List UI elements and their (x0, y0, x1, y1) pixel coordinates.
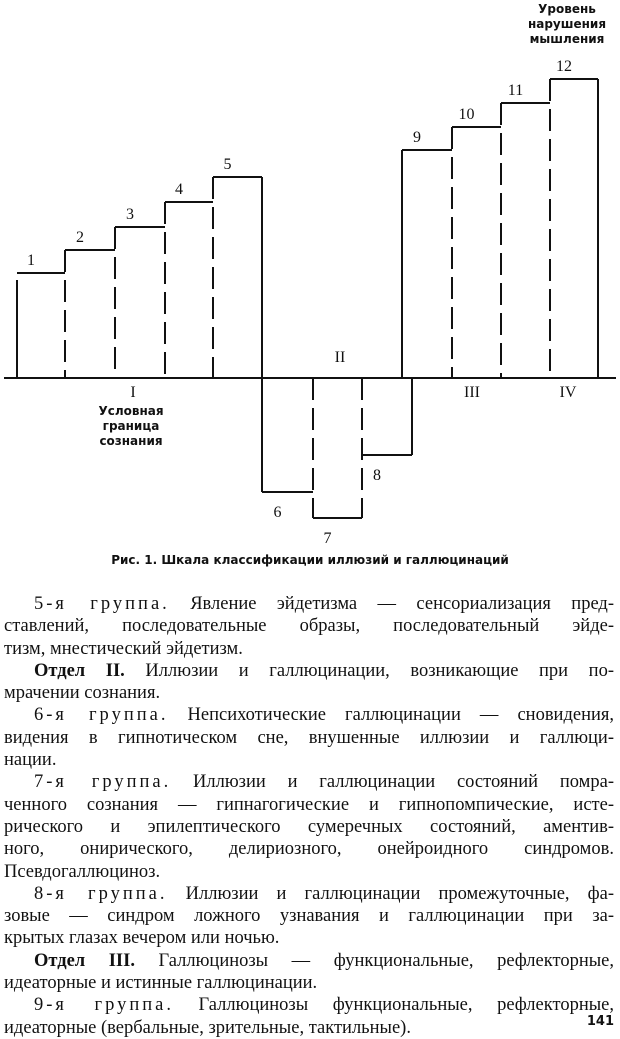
text-line-content: зовые — синдром ложного узнавания и галл… (4, 906, 614, 927)
section-label-ii: II (335, 349, 346, 366)
section-label-i: I (130, 384, 135, 401)
step-label-10: 10 (459, 106, 475, 123)
text-line-content: Иллюзии и галлюцинации, возникающие при … (145, 660, 614, 681)
text-line: 9-я группа. Галлюцинозы функциональные, … (4, 994, 614, 1016)
text-line: тизм, мнестический эйдетизм. (4, 638, 614, 660)
text-line-content: идеаторные (вербальные, зрительные, такт… (4, 1017, 411, 1038)
axis-label-thinking-disorder: нарушения (528, 17, 606, 31)
text-line-content: Иллюзии и галлюцинации промежуточные, фа… (185, 883, 614, 904)
text-line-content: мрачении сознания. (4, 683, 161, 704)
text-line: 8-я группа. Иллюзии и галлюцинации проме… (4, 883, 614, 905)
text-line: ного, онирического, делириозного, онейро… (4, 838, 614, 860)
body-text: 5-я группа. Явление эйдетизма — сенсориа… (4, 593, 614, 1039)
text-line-content: Галлюцинозы функциональные, рефлекторные… (198, 995, 614, 1016)
text-line: мрачении сознания. (4, 682, 614, 704)
axis-label-thinking-disorder: Уровень (538, 2, 596, 16)
text-line-content: крытых глазах вечером или ночью. (4, 928, 280, 949)
text-line-content: идеаторные и истинные галлюцинации. (4, 973, 318, 994)
step-label-6: 6 (274, 504, 282, 521)
text-line-content: Явление эйдетизма — сенсориализация пред… (190, 594, 614, 614)
figure-caption: Рис. 1. Шкала классификации иллюзий и га… (111, 553, 509, 567)
text-line: Отдел II. Иллюзии и галлюцинации, возник… (4, 660, 614, 682)
text-line: рического и эпилептического сумеречных с… (4, 816, 614, 838)
boundary-label: граница (103, 419, 160, 433)
text-line: ченного сознания — гипнагогические и гип… (4, 794, 614, 816)
paragraph-lead: 7-я группа. (34, 772, 172, 793)
step-label-5: 5 (224, 156, 232, 173)
step-label-11: 11 (508, 82, 523, 99)
text-line-content: ного, онирического, делириозного, онейро… (4, 839, 614, 860)
step-label-1: 1 (27, 252, 35, 269)
step-label-4: 4 (175, 181, 183, 198)
text-line: 6-я группа. Непсихотические галлюцинации… (4, 704, 614, 726)
text-line: 7-я группа. Иллюзии и галлюцинации состо… (4, 771, 614, 793)
page-number: 141 (586, 1014, 614, 1029)
text-line: идеаторные и истинные галлюцинации. (4, 972, 614, 994)
text-line: Псевдогаллюциноз. (4, 861, 614, 883)
axis-label-thinking-disorder: мышления (530, 32, 605, 46)
paragraph-lead: Отдел II. (34, 660, 125, 681)
step-label-3: 3 (126, 206, 134, 223)
section-label-iv: IV (560, 384, 577, 401)
text-line: видения в гипнотическом сне, внушенные и… (4, 727, 614, 749)
text-line: нации. (4, 749, 614, 771)
boundary-label: Условная (98, 404, 163, 418)
text-line-content: ченного сознания — гипнагогические и гип… (4, 794, 614, 815)
paragraph-lead: Отдел III. (34, 950, 135, 971)
text-line-content: нации. (4, 750, 57, 771)
paragraph-lead: 9-я группа. (34, 995, 174, 1016)
section-label-iii: III (464, 384, 480, 401)
text-line: крытых глазах вечером или ночью. (4, 927, 614, 949)
text-line-content: ставлений, последовательные образы, посл… (4, 616, 614, 637)
step-label-9: 9 (413, 129, 421, 146)
step-label-8: 8 (373, 467, 381, 484)
text-line-content: видения в гипнотическом сне, внушенные и… (4, 727, 614, 748)
text-line-content: Непсихотические галлюцинации — сновидени… (187, 705, 615, 726)
text-line: зовые — синдром ложного узнавания и галл… (4, 905, 614, 927)
text-line: идеаторные (вербальные, зрительные, такт… (4, 1017, 614, 1039)
boundary-label: сознания (99, 434, 162, 448)
paragraph-lead: 5-я группа. (34, 594, 170, 614)
text-line: ставлений, последовательные образы, посл… (4, 615, 614, 637)
paragraph-lead: 6-я группа. (34, 705, 169, 726)
step-label-12: 12 (556, 58, 572, 75)
text-line-content: тизм, мнестический эйдетизм. (4, 638, 243, 659)
text-line-content: Иллюзии и галлюцинации состояний помра- (193, 772, 614, 793)
step-label-7: 7 (324, 530, 332, 547)
text-line: 5-я группа. Явление эйдетизма — сенсориа… (4, 593, 614, 615)
paragraph-lead: 8-я группа. (34, 883, 168, 904)
text-line-content: Галлюцинозы — функциональные, рефлекторн… (158, 950, 615, 971)
text-line-content: Псевдогаллюциноз. (4, 861, 161, 882)
step-label-2: 2 (76, 229, 84, 246)
text-line-content: рического и эпилептического сумеречных с… (4, 816, 614, 837)
text-line: Отдел III. Галлюцинозы — функциональные,… (4, 950, 614, 972)
